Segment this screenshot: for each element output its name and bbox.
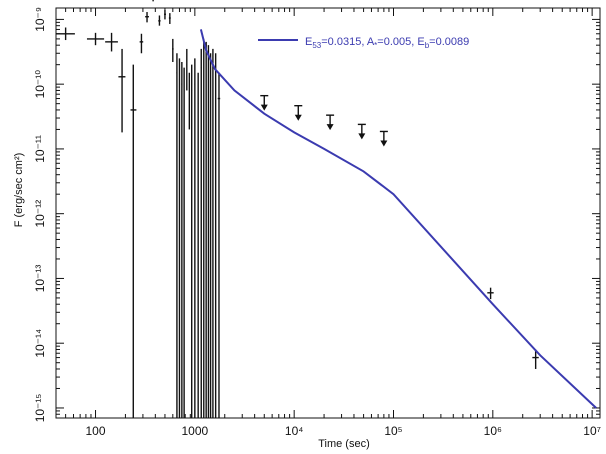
y-tick-label: 10⁻¹⁵ <box>33 394 47 423</box>
x-tick-label: 10⁴ <box>285 424 304 438</box>
y-tick-label: 10⁻¹² <box>33 200 47 228</box>
data-point <box>130 64 137 418</box>
upper-limit-head <box>260 104 268 111</box>
y-tick-label: 10⁻⁹ <box>33 7 47 32</box>
data-point <box>164 9 166 20</box>
upper-limit-arrow <box>357 123 366 140</box>
data-point <box>203 38 205 418</box>
upper-limit-head <box>358 133 366 140</box>
data-point <box>139 33 144 54</box>
data-point <box>186 48 188 91</box>
data-point <box>181 61 183 418</box>
plot-frame <box>55 7 601 419</box>
data-point <box>152 0 154 2</box>
data-point <box>158 15 161 26</box>
upper-limit-head <box>380 140 388 147</box>
data-point <box>178 58 181 418</box>
data-point <box>176 53 178 418</box>
data-layer <box>56 0 539 418</box>
data-point <box>56 27 75 41</box>
model-curve <box>199 29 597 409</box>
data-point <box>205 41 207 418</box>
data-point <box>212 48 214 418</box>
y-axis-title: F (erg/sec cm²) <box>13 153 25 228</box>
label-layer: 100 1000 10⁴ 10⁵ 10⁶ 10⁷ 10⁻⁹ 10⁻¹⁰ 10⁻¹¹ 10⁻¹² 10… <box>33 7 601 438</box>
data-point <box>194 58 196 418</box>
y-tick-label: 10⁻¹¹ <box>33 135 47 163</box>
x-tick-label: 10⁷ <box>583 424 601 438</box>
y-tick-label: 10⁻¹³ <box>33 265 47 293</box>
legend: E53=0.0315, A*=0.005, Eb=0.0089 <box>258 36 469 50</box>
y-tick-label: 10⁻¹⁰ <box>33 70 47 99</box>
data-point <box>209 53 212 418</box>
x-tick-label: 1000 <box>181 424 208 438</box>
data-point <box>200 48 202 418</box>
data-point <box>191 64 193 418</box>
data-point <box>487 287 494 300</box>
data-point <box>105 32 118 52</box>
data-point <box>86 32 105 46</box>
data-point <box>183 67 185 418</box>
x-tick-label: 10⁶ <box>484 424 502 438</box>
upper-limit-arrow <box>326 114 335 131</box>
data-point <box>217 72 221 418</box>
x-tick-label: 10⁵ <box>384 424 402 438</box>
y-tick-label: 10⁻¹⁴ <box>33 329 47 358</box>
model-layer <box>199 29 597 409</box>
upper-limit-head <box>326 124 334 131</box>
data-point <box>188 72 191 130</box>
data-point <box>172 38 174 62</box>
upper-limit-arrow <box>379 130 388 147</box>
data-point <box>168 13 171 24</box>
data-point <box>145 12 149 23</box>
data-point <box>214 53 217 418</box>
upper-limit-arrow <box>294 104 303 121</box>
data-point <box>207 45 210 418</box>
data-point <box>118 48 126 133</box>
legend-label: E53=0.0315, A*=0.005, Eb=0.0089 <box>305 36 469 50</box>
data-point <box>197 72 199 418</box>
axes-layer <box>55 7 601 419</box>
upper-limit-arrow <box>260 94 269 111</box>
upper-limit-head <box>294 114 302 121</box>
x-axis-title: Time (sec) <box>318 438 370 450</box>
data-point <box>532 349 539 369</box>
x-tick-label: 100 <box>86 424 106 438</box>
